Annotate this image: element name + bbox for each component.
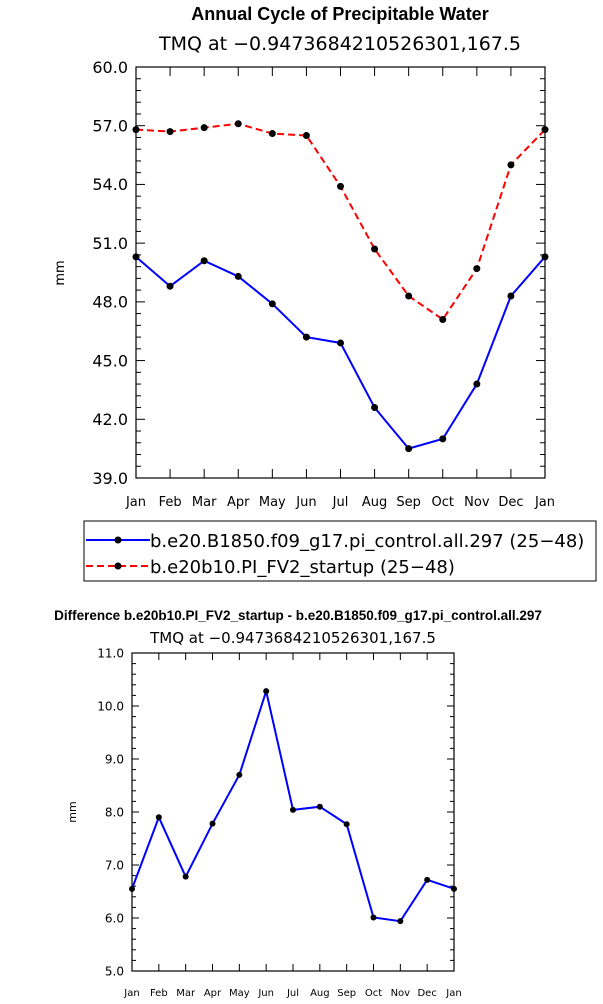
chart2-ytick-label: 10.0 — [97, 699, 124, 713]
chart1-subtitle: TMQ at −0.9473684210526301,167.5 — [158, 33, 521, 55]
legend-marker-startup — [114, 562, 122, 570]
chart2-xtick-label: Jul — [286, 988, 299, 999]
chart1-ytick-label: 48.0 — [92, 293, 128, 312]
legend-label-control: b.e20.B1850.f09_g17.pi_control.all.297 (… — [150, 531, 584, 552]
chart1-point — [371, 404, 379, 412]
chart2-point — [397, 918, 404, 925]
chart1-point — [337, 339, 344, 347]
chart2-point — [155, 814, 162, 821]
chart2-plot: 5.0 6.0 7.0 8.0 9.0 10.0 11.0 Jan Feb Mar Apr May Ju… — [97, 646, 461, 999]
chart2-xtick-label: Jan — [445, 988, 461, 999]
chart2-ylabel: mm — [66, 801, 79, 822]
chart1-ytick-label: 39.0 — [92, 469, 128, 488]
chart1-xtick-label: Aug — [362, 495, 387, 510]
chart2-ytick-label: 7.0 — [105, 858, 124, 872]
chart2-xtick-label: Jan — [123, 988, 139, 999]
chart1-series-line-0 — [135, 256, 546, 450]
chart2-xtick-label: Oct — [365, 988, 382, 999]
chart1-point — [541, 253, 549, 261]
chart2-xtick-label: Sep — [337, 988, 356, 999]
chart2-xtick-label: Apr — [204, 988, 222, 999]
chart2-subtitle: TMQ at −0.9473684210526301,167.5 — [149, 629, 436, 647]
chart1-point — [507, 161, 515, 169]
chart1-xtick-label: Nov — [464, 495, 490, 510]
legend-marker-control — [114, 536, 122, 544]
chart2-point — [236, 771, 243, 778]
chart1-xtick-label: Jan — [534, 495, 555, 510]
chart1-ytick-label: 60.0 — [92, 58, 128, 77]
chart1-series-line-1 — [135, 122, 546, 321]
chart1-xtick-label: Sep — [396, 495, 421, 510]
chart1-legend: b.e20.B1850.f09_g17.pi_control.all.297 (… — [83, 520, 597, 582]
legend-label-startup: b.e20b10.PI_FV2_startup (25−48) — [150, 557, 455, 578]
chart1-point — [268, 300, 276, 308]
chart1-point — [337, 182, 344, 190]
chart1-point — [439, 435, 447, 443]
chart1-xtick-label: Feb — [159, 495, 182, 510]
chart2-ytick-label: 8.0 — [105, 805, 124, 819]
chart1-point — [473, 265, 481, 273]
chart2-xtick-label: Dec — [417, 988, 436, 999]
chart1-ytick-label: 51.0 — [92, 234, 128, 253]
chart1-xtick-label: May — [259, 495, 286, 510]
chart2-point — [451, 885, 457, 892]
chart2-point — [370, 914, 377, 921]
chart1-point — [405, 292, 413, 300]
chart2-point — [290, 806, 296, 813]
chart2-title: Difference b.e20b10.PI_FV2_startup - b.e… — [54, 608, 542, 623]
chart2-point — [209, 820, 216, 827]
chart1-xtick-label: Jan — [125, 495, 146, 510]
chart1-point — [166, 282, 174, 290]
chart1-ylabel: mm — [53, 260, 68, 285]
chart2-ytick-label: 6.0 — [105, 911, 124, 925]
chart1-point — [268, 130, 276, 138]
chart1-point — [405, 445, 413, 453]
chart2-point — [129, 885, 135, 892]
chart2-xtick-label: May — [229, 988, 250, 999]
chart1-title: Annual Cycle of Precipitable Water — [191, 4, 488, 24]
chart2-xtick-label: Jun — [257, 988, 274, 999]
chart1-point — [507, 292, 515, 300]
chart2-xtick-label: Aug — [310, 988, 330, 999]
chart1-point — [439, 315, 447, 323]
chart1-xtick-label: Mar — [192, 495, 217, 510]
chart1-point — [371, 245, 379, 253]
chart1-ytick-label: 54.0 — [92, 175, 128, 194]
chart1-point — [166, 128, 174, 136]
chart2-point — [343, 821, 350, 828]
chart2-ytick-label: 11.0 — [97, 646, 124, 660]
chart2-point — [316, 803, 323, 810]
chart1-xtick-label: Apr — [227, 495, 250, 510]
legend-box — [83, 520, 597, 582]
chart1-point — [302, 132, 310, 139]
chart2-xtick-label: Feb — [150, 988, 168, 999]
chart1-point — [200, 257, 208, 265]
chart1-point — [132, 126, 140, 134]
chart2-xtick-label: Nov — [391, 988, 411, 999]
chart2-series-line-0 — [131, 687, 455, 923]
chart1-xtick-label: Jul — [332, 495, 349, 510]
chart1-plot: 39.0 42.0 45.0 48.0 51.0 54.0 57.0 60.0 Jan Feb Ma… — [92, 58, 555, 510]
chart2-ytick-label: 5.0 — [105, 964, 124, 978]
chart2-ytick-label: 9.0 — [105, 752, 124, 766]
chart1-point — [234, 120, 242, 128]
chart1-xtick-label: Dec — [498, 495, 523, 510]
chart1-ytick-label: 45.0 — [92, 351, 128, 370]
chart1-xtick-label: Oct — [432, 495, 454, 510]
chart1-point — [473, 380, 481, 388]
chart1-point — [200, 124, 208, 132]
chart1-point — [132, 253, 140, 261]
chart2-point — [424, 876, 431, 883]
chart1-xtick-label: Jun — [295, 495, 316, 510]
chart1-point — [234, 272, 242, 280]
chart2-point — [182, 873, 189, 880]
chart1-point — [541, 126, 549, 134]
chart1-ytick-label: 57.0 — [92, 116, 128, 135]
chart1-point — [302, 333, 310, 341]
chart2-point — [263, 688, 270, 695]
chart1-ytick-label: 42.0 — [92, 410, 128, 429]
chart2-xtick-label: Mar — [176, 988, 196, 999]
